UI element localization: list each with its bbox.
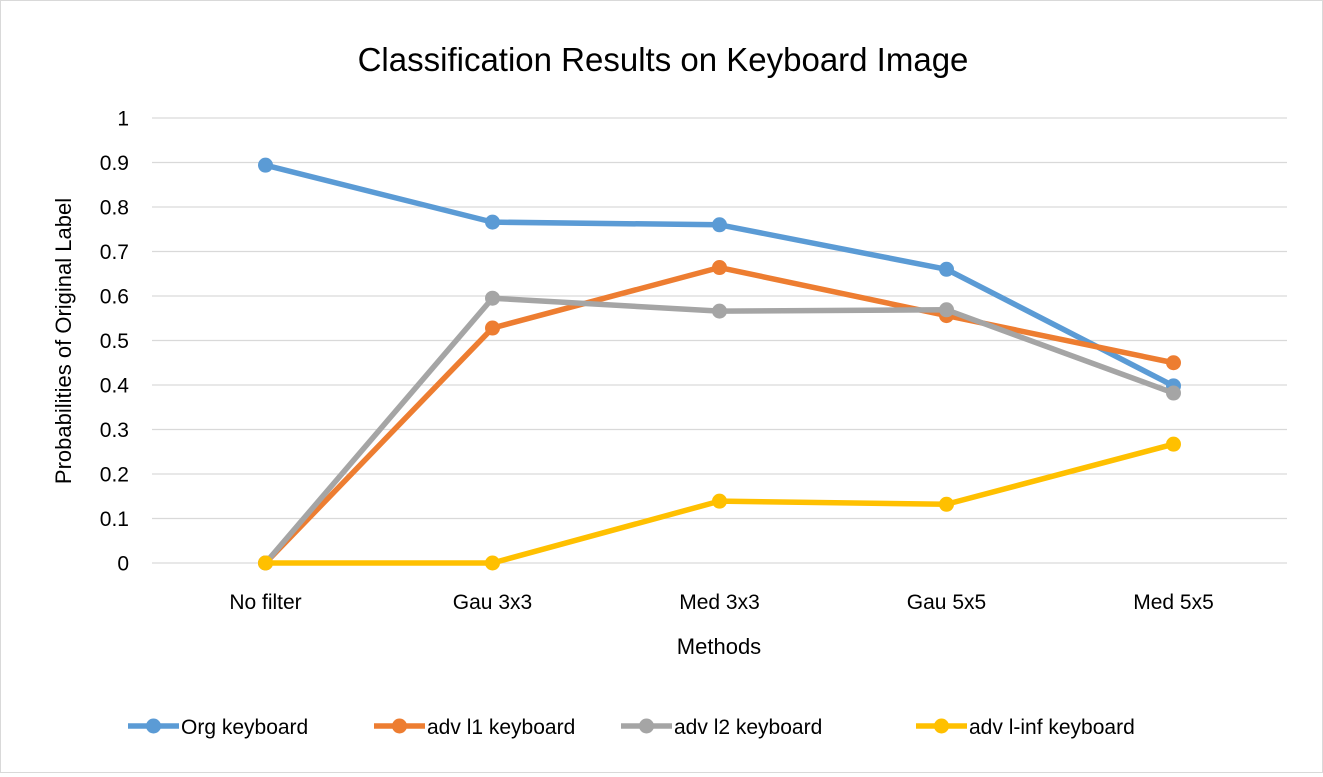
- y-tick-label: 0: [117, 553, 129, 576]
- data-point: [485, 290, 500, 306]
- y-tick-label: 1: [117, 108, 129, 131]
- series-org-keyboard: [258, 157, 1181, 394]
- x-tick-label: Med 3x3: [679, 591, 760, 614]
- data-point: [1166, 385, 1181, 401]
- series-line: [262, 295, 1177, 566]
- y-tick-label: 0.5: [100, 330, 129, 353]
- y-tick-label: 0.8: [100, 197, 129, 220]
- legend-item: adv l-inf keyboard: [916, 716, 1135, 739]
- chart-title: Classification Results on Keyboard Image: [358, 41, 969, 78]
- data-point: [939, 302, 954, 318]
- y-tick-label: 0.7: [100, 241, 129, 264]
- y-tick-label: 0.4: [100, 375, 130, 398]
- legend-marker: [934, 718, 949, 734]
- data-point: [485, 214, 500, 230]
- y-tick-label: 0.9: [100, 152, 129, 175]
- data-point: [939, 261, 954, 277]
- data-point: [712, 217, 727, 233]
- legend-marker: [392, 718, 407, 734]
- data-point: [485, 555, 500, 571]
- legend-item: Org keyboard: [128, 716, 308, 739]
- legend-marker: [146, 718, 161, 734]
- data-point: [712, 493, 727, 509]
- y-tick-label: 0.2: [100, 464, 129, 487]
- legend-item: adv l2 keyboard: [621, 716, 822, 739]
- x-tick-label: No filter: [229, 591, 301, 614]
- x-axis-ticks: No filter Gau 3x3 Med 3x3 Gau 5x5 Med 5x5: [229, 591, 1213, 614]
- y-tick-label: 0.3: [100, 419, 129, 442]
- data-point: [1166, 436, 1181, 452]
- data-point: [485, 320, 500, 336]
- y-tick-label: 0.6: [100, 286, 129, 309]
- data-point: [712, 303, 727, 319]
- data-point: [939, 496, 954, 512]
- data-point: [1166, 355, 1181, 371]
- x-tick-label: Med 5x5: [1133, 591, 1214, 614]
- legend-label: Org keyboard: [181, 716, 308, 739]
- data-point: [712, 260, 727, 276]
- series-lines: [258, 157, 1181, 571]
- legend-label: adv l2 keyboard: [674, 716, 822, 739]
- x-tick-label: Gau 3x3: [453, 591, 532, 614]
- y-axis-label: Probabilities of Original Label: [51, 198, 76, 484]
- legend-marker: [639, 718, 654, 734]
- data-point: [258, 555, 273, 571]
- x-tick-label: Gau 5x5: [907, 591, 986, 614]
- legend-label: adv l-inf keyboard: [969, 716, 1135, 739]
- y-axis-ticks: 0 0.1 0.2 0.3 0.4 0.5 0.6 0.7 0.8 0.9 1: [100, 108, 130, 576]
- series-adv-l-inf-keyboard: [258, 436, 1181, 571]
- x-axis-label: Methods: [677, 634, 761, 659]
- series-line: [262, 162, 1177, 389]
- legend-label: adv l1 keyboard: [427, 716, 575, 739]
- y-tick-label: 0.1: [100, 508, 129, 531]
- legend-item: adv l1 keyboard: [374, 716, 575, 739]
- data-point: [258, 157, 273, 173]
- legend: Org keyboard adv l1 keyboard adv l2 keyboa…: [128, 716, 1135, 739]
